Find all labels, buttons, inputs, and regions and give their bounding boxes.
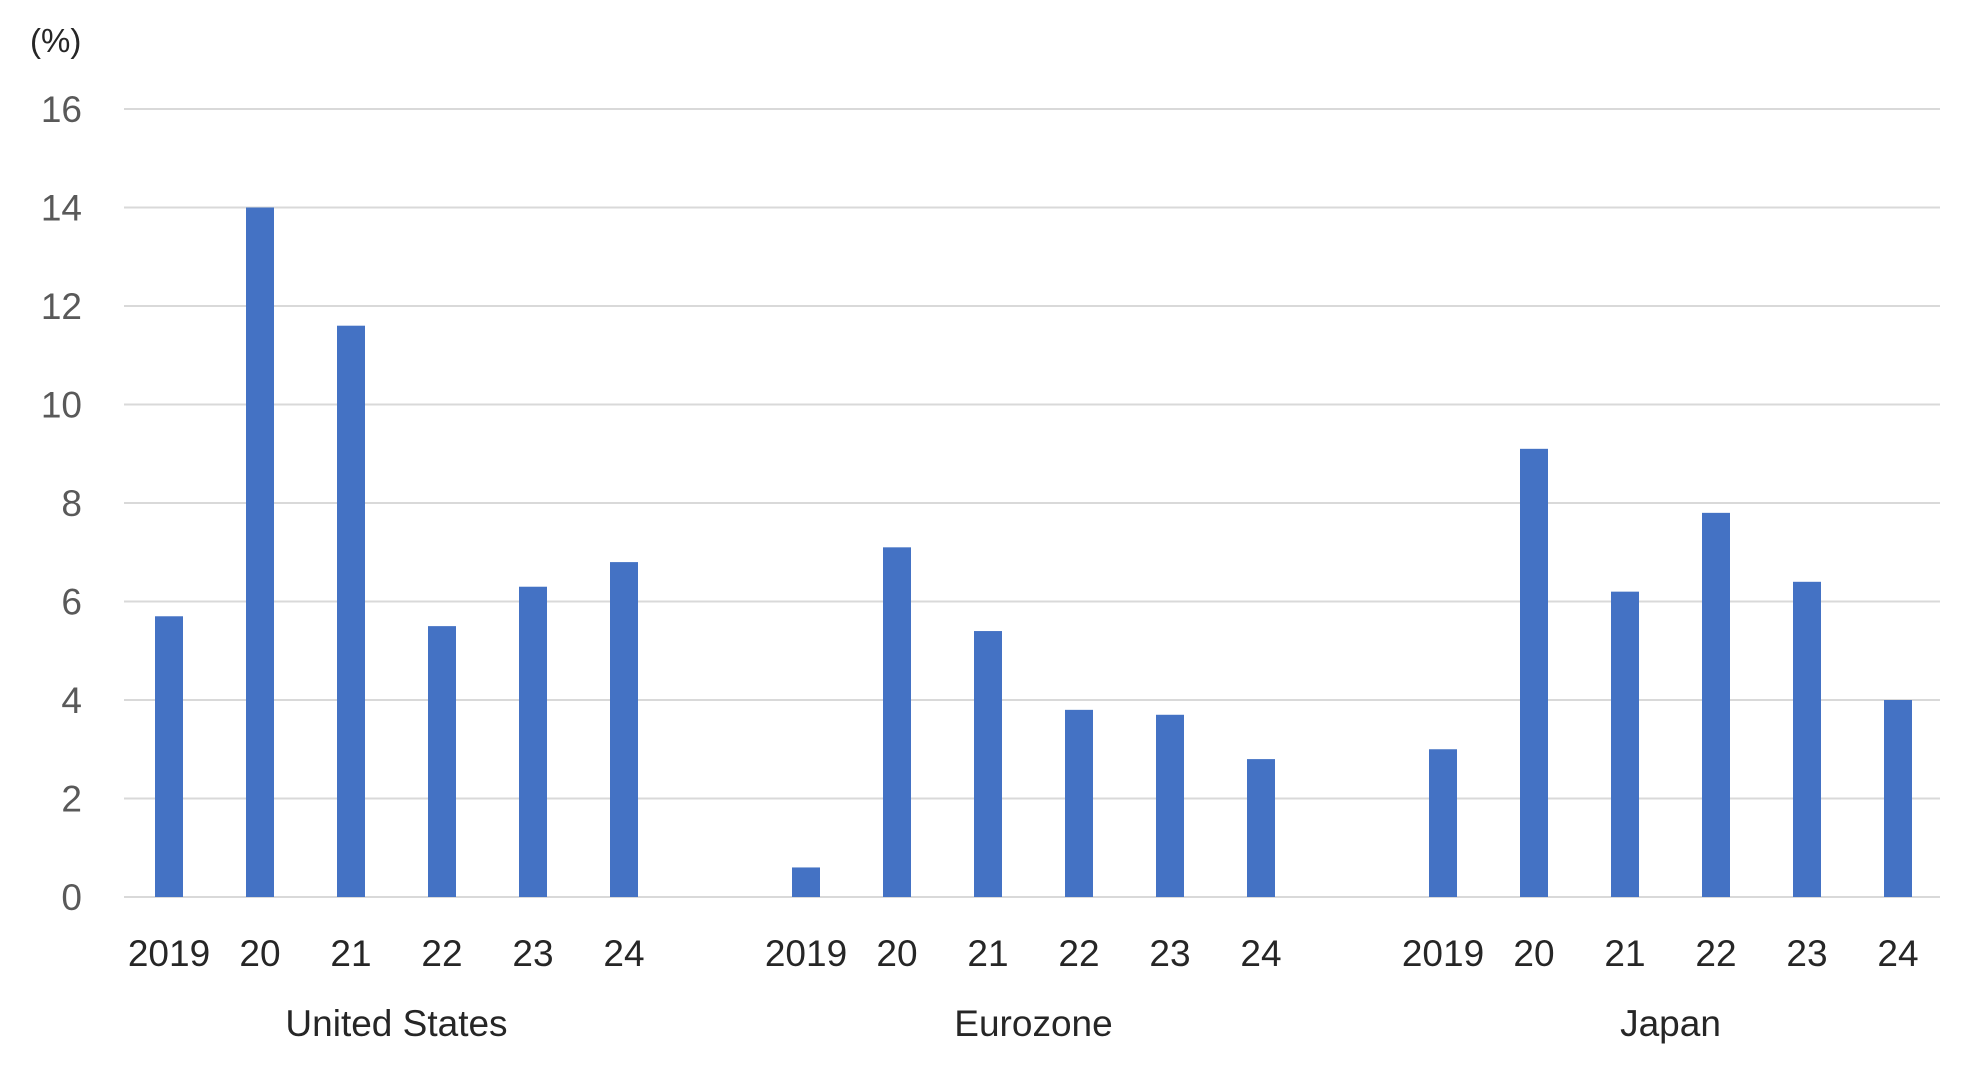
- x-group-label: Japan: [1620, 1003, 1721, 1044]
- x-group-label: United States: [285, 1003, 507, 1044]
- x-group-label: Eurozone: [954, 1003, 1112, 1044]
- bar: [1065, 709, 1093, 897]
- x-category-label: 22: [1058, 933, 1099, 974]
- x-category-label: 2019: [128, 933, 210, 974]
- y-tick-label: 10: [41, 385, 82, 426]
- y-tick-label: 2: [61, 779, 82, 820]
- gridlines: [124, 108, 1940, 898]
- bar: [974, 631, 1002, 897]
- x-category-label: 21: [330, 933, 371, 974]
- bar: [1429, 749, 1457, 897]
- x-category-label: 22: [421, 933, 462, 974]
- bar: [519, 586, 547, 897]
- x-category-label: 22: [1695, 933, 1736, 974]
- bar: [1611, 591, 1639, 897]
- x-axis-groups: United States Eurozone Japan: [285, 1003, 1720, 1044]
- bar: [246, 207, 274, 897]
- bar: [1520, 448, 1548, 897]
- x-category-label: 21: [967, 933, 1008, 974]
- x-category-label: 23: [1149, 933, 1190, 974]
- bar: [610, 562, 638, 897]
- y-tick-label: 16: [41, 89, 82, 130]
- bar: [1702, 512, 1730, 897]
- y-tick-label: 4: [61, 680, 82, 721]
- y-tick-label: 8: [61, 483, 82, 524]
- y-tick-label: 12: [41, 286, 82, 327]
- x-category-label: 21: [1604, 933, 1645, 974]
- x-category-label: 20: [1513, 933, 1554, 974]
- bar: [155, 616, 183, 897]
- y-tick-label: 0: [61, 877, 82, 918]
- bar: [883, 547, 911, 897]
- bars: [155, 207, 1912, 897]
- x-category-label: 24: [1877, 933, 1918, 974]
- x-category-label: 2019: [1402, 933, 1484, 974]
- bar: [792, 867, 820, 897]
- bar: [1884, 700, 1912, 897]
- y-axis: 0 2 4 6 8 10 12 14 16: [41, 89, 82, 918]
- y-tick-label: 6: [61, 582, 82, 623]
- x-category-label: 23: [512, 933, 553, 974]
- x-category-label: 24: [603, 933, 644, 974]
- x-category-label: 20: [876, 933, 917, 974]
- x-category-label: 24: [1240, 933, 1281, 974]
- x-category-label: 2019: [765, 933, 847, 974]
- bar: [1793, 581, 1821, 897]
- x-axis-categories: 2019 20 21 22 23 24 2019 20 21 22 23 24 2019 20 21 22 23…: [128, 933, 1919, 974]
- y-axis-unit-label: (%): [30, 22, 81, 59]
- bar: [337, 325, 365, 897]
- bar: [428, 626, 456, 897]
- bar: [1156, 714, 1184, 897]
- bar: [1247, 759, 1275, 897]
- y-tick-label: 14: [41, 188, 82, 229]
- x-category-label: 20: [239, 933, 280, 974]
- x-category-label: 23: [1786, 933, 1827, 974]
